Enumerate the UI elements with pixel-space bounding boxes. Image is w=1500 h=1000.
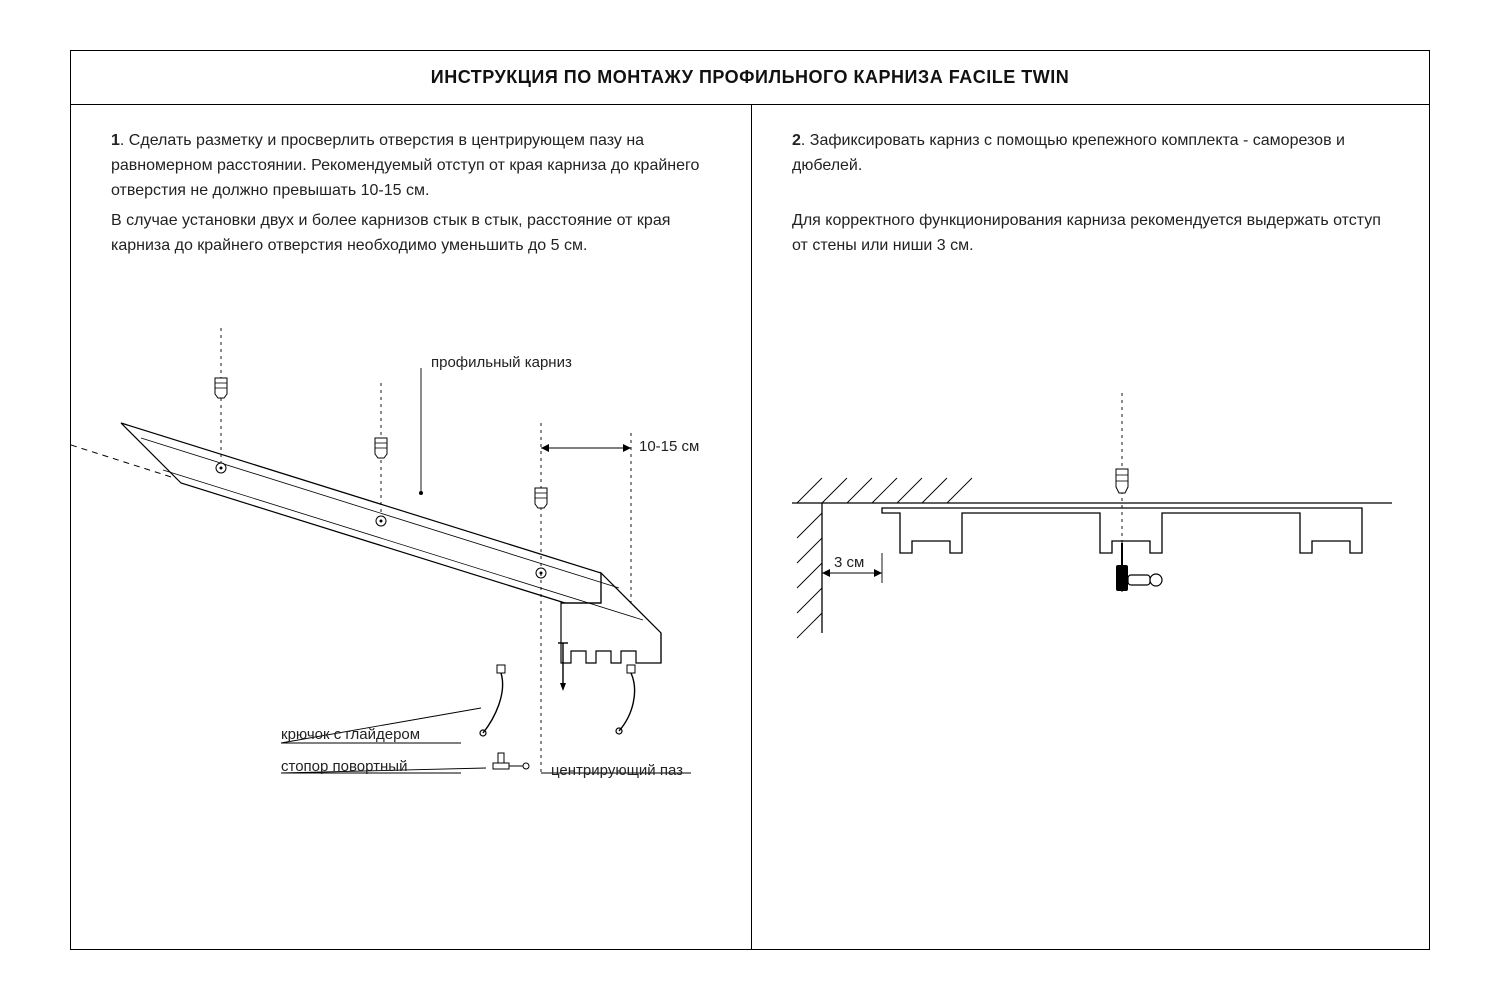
label-center-groove: центрирующий паз <box>551 759 683 782</box>
instruction-sheet: ИНСТРУКЦИЯ ПО МОНТАЖУ ПРОФИЛЬНОГО КАРНИЗ… <box>70 50 1430 950</box>
step-1-panel: 1. Сделать разметку и просверлить отверс… <box>71 105 752 949</box>
page-title: ИНСТРУКЦИЯ ПО МОНТАЖУ ПРОФИЛЬНОГО КАРНИЗ… <box>71 51 1429 105</box>
step-2-p2: Для корректного функционирования карниза… <box>792 209 1392 259</box>
label-wall-gap: 3 см <box>834 551 864 574</box>
label-edge-dimension: 10-15 см <box>639 435 699 458</box>
step-1-text: 1. Сделать разметку и просверлить отверс… <box>71 105 751 273</box>
step-2-text: 2. Зафиксировать карниз с помощью крепеж… <box>752 105 1432 273</box>
step-1-p2: В случае установки двух и более карнизов… <box>111 209 711 259</box>
step-1-number: 1 <box>111 132 120 149</box>
step-2-panel: 2. Зафиксировать карниз с помощью крепеж… <box>752 105 1432 949</box>
step-1-p1-text: . Сделать разметку и просверлить отверст… <box>111 132 699 199</box>
isometric-rail-svg <box>71 273 751 833</box>
step-2-number: 2 <box>792 132 801 149</box>
label-profile-cornice: профильный карниз <box>431 351 572 374</box>
label-hook-glider: крючок с глайдером <box>281 723 420 746</box>
label-stopper: стопор повортный <box>281 755 407 778</box>
step-2-diagram: 3 см <box>752 273 1432 833</box>
columns: 1. Сделать разметку и просверлить отверс… <box>71 105 1429 949</box>
step-2-p1: 2. Зафиксировать карниз с помощью крепеж… <box>792 129 1392 179</box>
step-2-p1-text: . Зафиксировать карниз с помощью крепежн… <box>792 132 1345 174</box>
step-1-diagram: профильный карниз 10-15 см крючок с глай… <box>71 273 751 833</box>
step-1-p1: 1. Сделать разметку и просверлить отверс… <box>111 129 711 203</box>
